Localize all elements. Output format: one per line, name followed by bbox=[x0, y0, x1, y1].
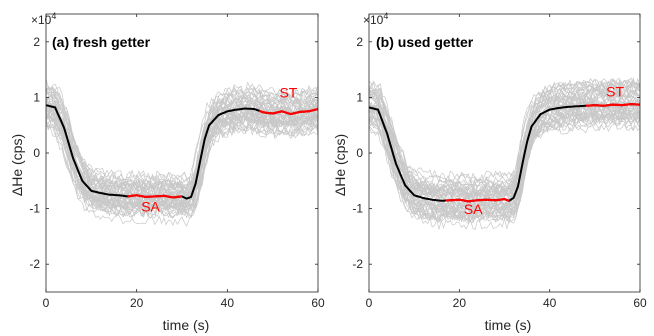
x-axis-label-a: time (s) bbox=[163, 317, 210, 333]
panel-title-b: (b) used getter bbox=[376, 34, 474, 50]
x-tick-label: 0 bbox=[43, 296, 50, 310]
segment-sa bbox=[127, 194, 183, 199]
y-axis-label-a: ΔHe (cps) bbox=[9, 134, 25, 196]
trace-line bbox=[369, 87, 640, 202]
x-tick-label: 0 bbox=[366, 296, 373, 310]
trace-line bbox=[46, 83, 318, 190]
y-tick-label: 2 bbox=[356, 35, 363, 49]
segment-st bbox=[258, 108, 318, 116]
plot-area bbox=[46, 79, 318, 228]
y-tick-label: 0 bbox=[356, 146, 363, 160]
x-tick-label: 40 bbox=[543, 296, 557, 310]
y-tick-label: 0 bbox=[33, 146, 40, 160]
trace-line bbox=[46, 91, 318, 195]
trace-line bbox=[369, 91, 640, 196]
trace-line bbox=[369, 81, 640, 196]
trace-line bbox=[369, 115, 640, 211]
y-tick-label: -2 bbox=[29, 257, 40, 271]
trace-line bbox=[369, 81, 640, 196]
annotation-st: ST bbox=[606, 83, 624, 99]
segment-sa bbox=[445, 197, 510, 203]
trace-line bbox=[46, 123, 318, 217]
y-multiplier-b: ×104 bbox=[363, 11, 388, 27]
trace-line bbox=[369, 83, 640, 202]
annotation-sa: SA bbox=[464, 201, 483, 217]
trace-line bbox=[369, 110, 640, 215]
trace-line bbox=[46, 86, 318, 191]
y-tick-label: -2 bbox=[352, 257, 363, 271]
trace-line bbox=[369, 113, 640, 223]
trace-line bbox=[369, 90, 640, 184]
y-multiplier-a: ×104 bbox=[31, 11, 56, 27]
trace-line bbox=[46, 90, 318, 187]
panel-fresh-getter: ×104 (a) fresh getter time (s) ΔHe (cps)… bbox=[9, 11, 325, 333]
y-tick-label: -1 bbox=[29, 202, 40, 216]
x-axis-label-b: time (s) bbox=[485, 317, 532, 333]
panel-title-a: (a) fresh getter bbox=[52, 34, 151, 50]
x-tick-label: 20 bbox=[453, 296, 467, 310]
x-tick-label: 20 bbox=[130, 296, 144, 310]
trace-line bbox=[46, 114, 318, 210]
y-tick-label: -1 bbox=[352, 202, 363, 216]
trace-line bbox=[46, 109, 318, 212]
y-axis-label-b: ΔHe (cps) bbox=[332, 134, 348, 196]
trace-line bbox=[369, 119, 640, 223]
trace-band bbox=[46, 79, 318, 228]
plot-area bbox=[369, 76, 640, 231]
x-tick-label: 60 bbox=[311, 296, 325, 310]
axes-box bbox=[368, 13, 641, 293]
x-tick-label: 40 bbox=[221, 296, 235, 310]
panel-used-getter: ×104 (b) used getter time (s) ΔHe (cps) … bbox=[332, 11, 647, 333]
axes-box bbox=[45, 13, 319, 293]
annotation-st: ST bbox=[279, 84, 297, 100]
x-tick-label: 60 bbox=[633, 296, 647, 310]
segment-st bbox=[585, 102, 640, 107]
trace-line bbox=[369, 106, 640, 225]
trace-line bbox=[46, 85, 318, 190]
trace-band bbox=[369, 76, 640, 231]
annotation-sa: SA bbox=[141, 198, 160, 214]
y-tick-label: 1 bbox=[33, 90, 40, 104]
trace-line bbox=[46, 96, 318, 188]
y-tick-label: 1 bbox=[356, 90, 363, 104]
y-tick-label: 2 bbox=[33, 35, 40, 49]
